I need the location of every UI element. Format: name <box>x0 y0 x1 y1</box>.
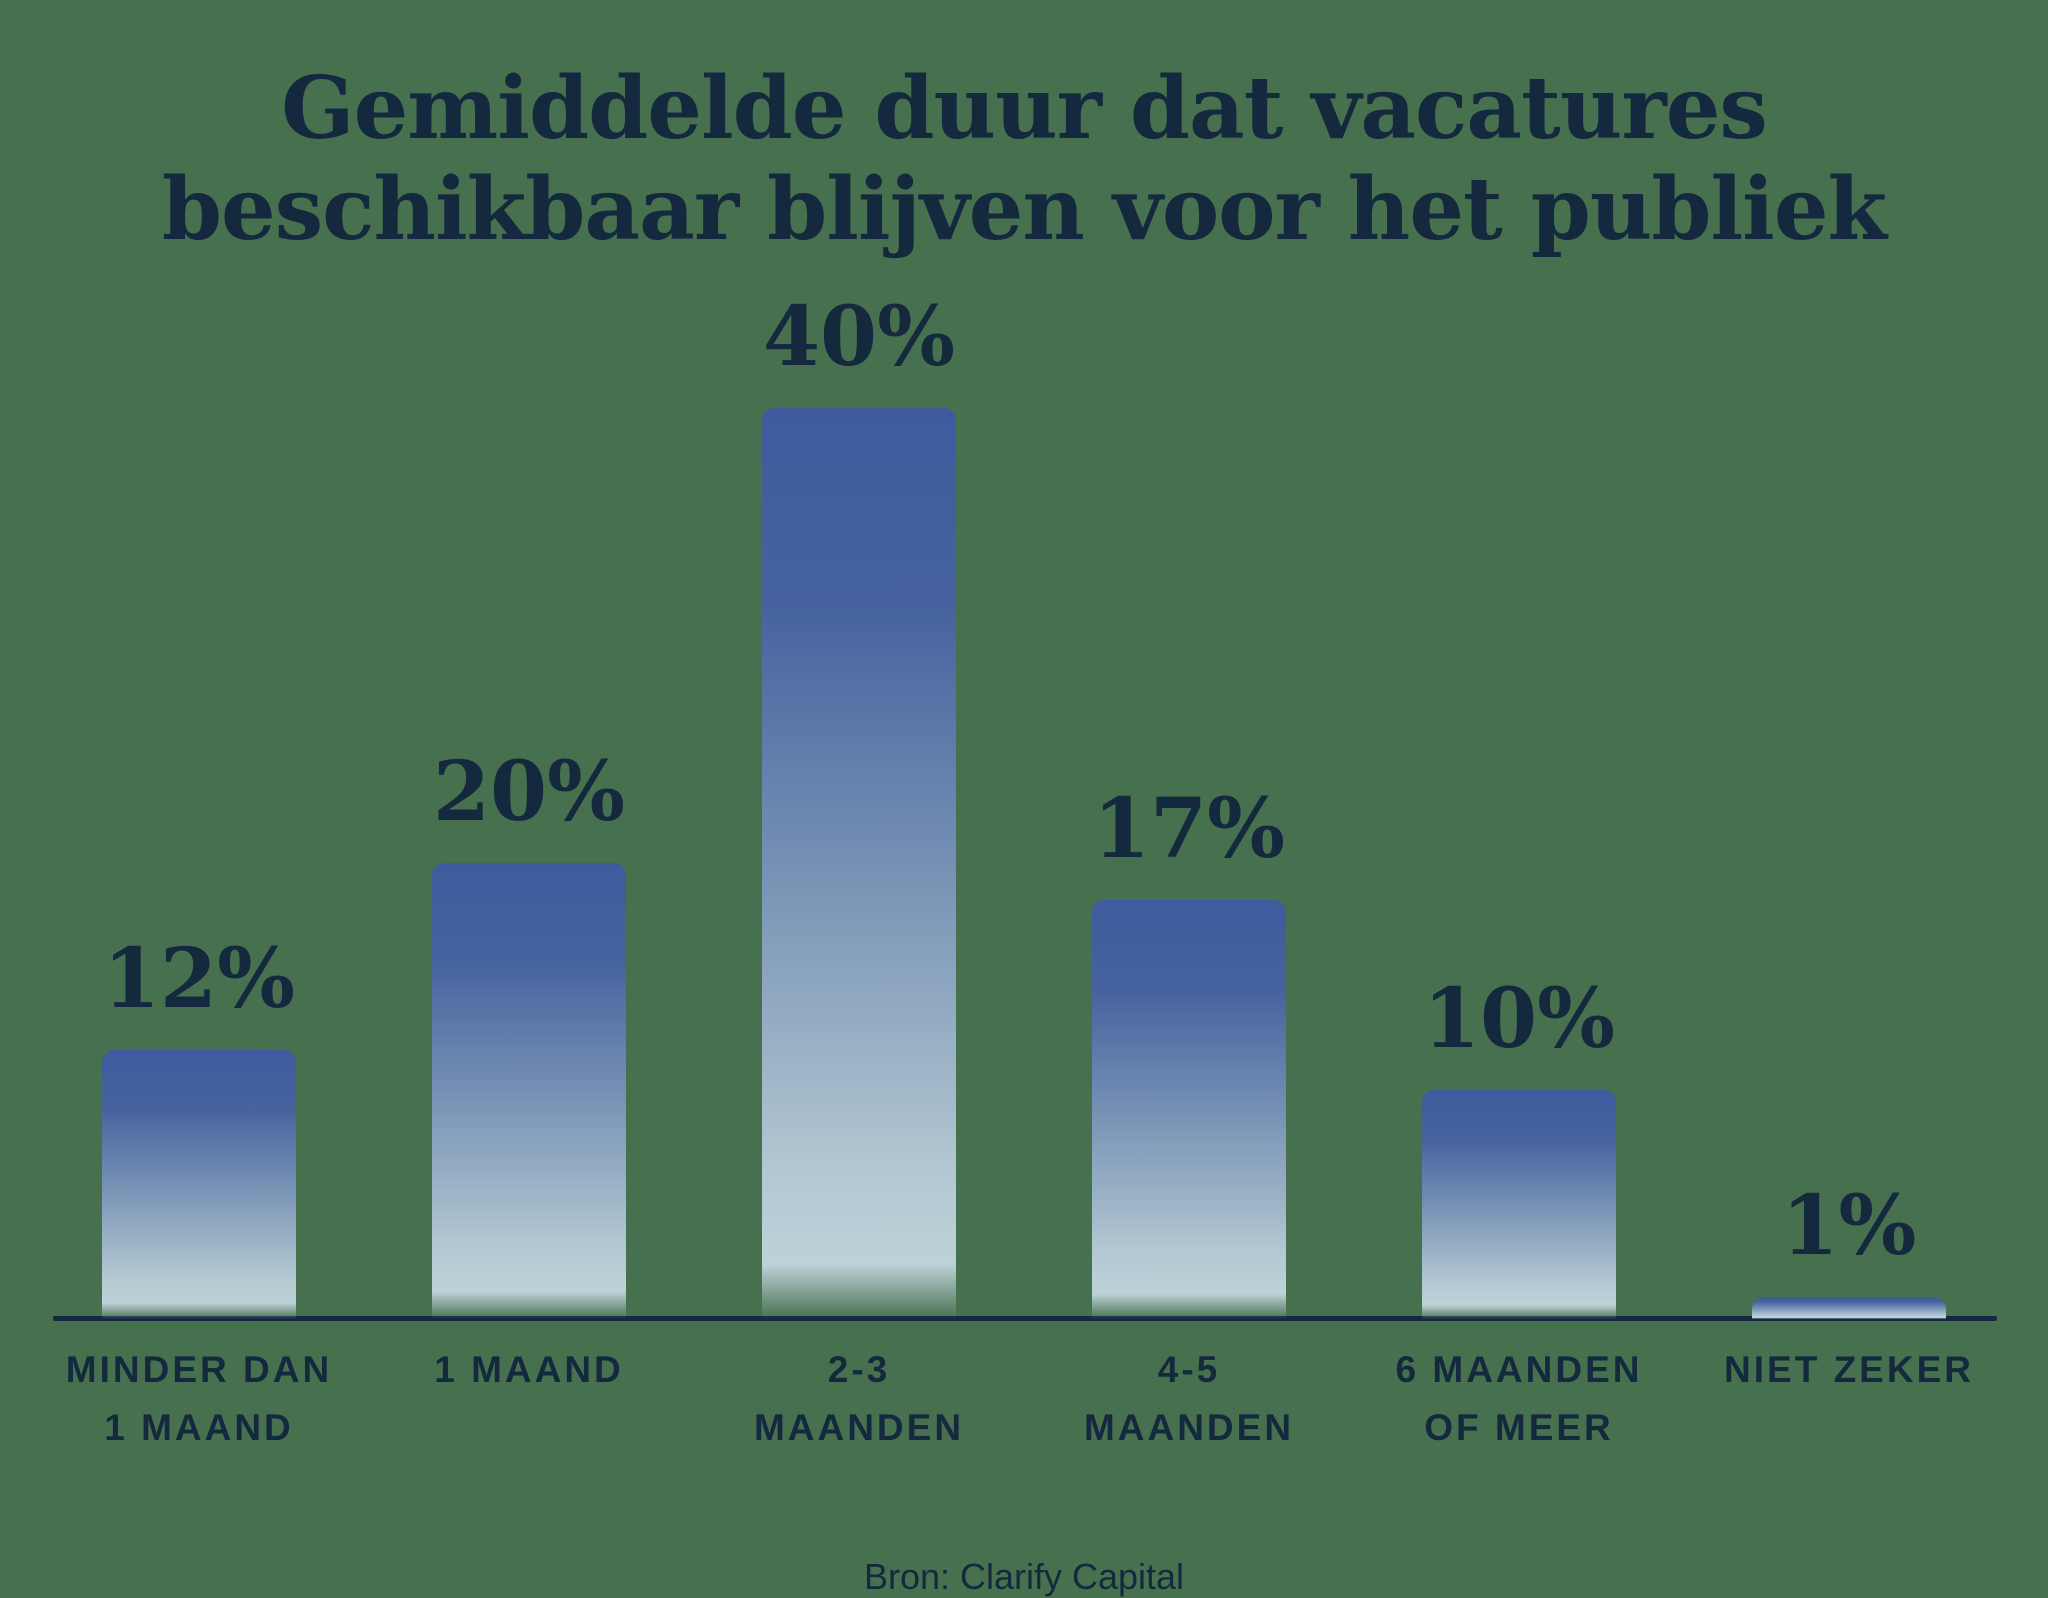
bar-value-label: 10% <box>1422 971 1616 1067</box>
x-axis-category-label: 4-5 MAANDEN <box>1019 1341 1359 1457</box>
bar-20% <box>432 863 626 1319</box>
x-axis-category-label-line: 2-3 <box>827 1349 891 1390</box>
x-axis-category-label-line: OF MEER <box>1424 1407 1614 1448</box>
bar-10% <box>1422 1090 1616 1319</box>
x-axis-line <box>53 1316 1997 1321</box>
bar-value-label: 20% <box>432 744 626 840</box>
x-axis-category-label: 2-3 MAANDEN <box>689 1341 1029 1457</box>
x-axis-category-label-line: MINDER DAN <box>65 1349 333 1390</box>
x-axis-category-label-line: 1 MAAND <box>434 1349 624 1390</box>
chart-title: Gemiddelde duur dat vacatures beschikbaar… <box>0 58 2048 260</box>
bar-12% <box>102 1050 296 1319</box>
source-credit: Bron: Clarify Capital <box>863 1556 1185 1597</box>
x-axis-category-label-line: 6 MAANDEN <box>1395 1349 1643 1390</box>
x-axis-category-label: NIET ZEKER <box>1679 1341 2019 1399</box>
x-axis-category-label-line: NIET ZEKER <box>1724 1349 1974 1390</box>
bar-value-label: 12% <box>102 931 296 1027</box>
bar-value-label: 40% <box>762 289 956 385</box>
bar-40% <box>762 408 956 1319</box>
chart-title-line2: beschikbaar blijven voor het publiek <box>161 158 1887 260</box>
x-axis-category-label: 6 MAANDEN OF MEER <box>1349 1341 1689 1457</box>
bar-17% <box>1092 900 1286 1319</box>
bar-1% <box>1752 1297 1946 1319</box>
x-axis-category-label: MINDER DAN 1 MAAND <box>29 1341 369 1457</box>
x-axis-category-label-line: MAANDEN <box>1083 1407 1295 1448</box>
bar-value-label: 1% <box>1781 1178 1917 1274</box>
chart-title-line1: Gemiddelde duur dat vacatures <box>281 57 1768 159</box>
bar-value-label: 17% <box>1092 781 1286 877</box>
x-axis-category-label: 1 MAAND <box>359 1341 699 1399</box>
x-axis-category-label-line: 4-5 <box>1157 1349 1221 1390</box>
x-axis-category-label-line: MAANDEN <box>753 1407 965 1448</box>
x-axis-category-label-line: 1 MAAND <box>104 1407 294 1448</box>
